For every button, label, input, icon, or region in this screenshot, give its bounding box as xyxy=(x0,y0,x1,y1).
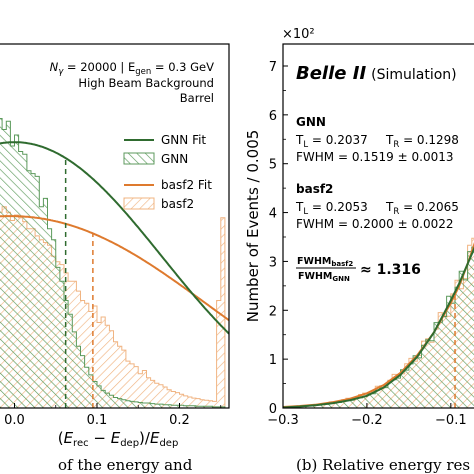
legend-gnn-swatch xyxy=(123,152,155,165)
legend-basf2-fit-label: basf2 Fit xyxy=(161,178,212,192)
right-panel: −0.3 −0.2 −0.1 0 1 2 3 4 5 6 7 ×10² Number of Even… xyxy=(244,27,474,428)
ratio-value: ≈ 1.316 xyxy=(360,262,421,278)
basf2-stats-title: basf2 xyxy=(296,182,333,196)
right-plot-area xyxy=(283,237,474,408)
gnn-fit-curve xyxy=(0,141,229,335)
right-y-tick-label: 0 xyxy=(269,402,277,417)
left-x-ticks: 0.0 0.1 0.2 xyxy=(4,403,222,428)
right-y-tick-label: 5 xyxy=(269,158,277,173)
right-x-tick-label: −0.1 xyxy=(435,413,467,428)
right-x-tick-label: −0.2 xyxy=(351,413,383,428)
right-y-tick-label: 7 xyxy=(269,60,277,75)
gnn-stats-tl: TL = 0.2037 xyxy=(295,133,368,150)
right-multiplier: ×10² xyxy=(282,27,315,42)
caption-right: (b) Relative energy res xyxy=(296,456,470,474)
ratio-numerator: FWHMbasf2 xyxy=(297,256,353,268)
right-axis-ticks: −0.3 −0.2 −0.1 0 1 2 3 4 5 6 7 xyxy=(267,60,466,428)
left-legend: GNN Fit GNN basf2 Fit basf2 xyxy=(123,133,212,211)
legend-gnn-label: GNN xyxy=(161,152,188,166)
basf2-stats-tl: TL = 0.2053 xyxy=(295,200,368,217)
left-axes-frame xyxy=(0,43,230,409)
left-x-tick-label: 0.1 xyxy=(87,413,108,428)
basf2-stats-fwhm: FWHM = 0.2000 ± 0.0022 xyxy=(296,217,454,231)
basf2-stats-tr: TR = 0.2065 xyxy=(385,200,459,217)
basf2-stats-block: basf2 TL = 0.2053 TR = 0.2065 FWHM = 0.2… xyxy=(295,182,459,231)
right-y-tick-label: 6 xyxy=(269,109,277,124)
right-x-tick-label: −0.3 xyxy=(267,413,299,428)
caption-left: of the energy and xyxy=(58,456,193,474)
legend-basf2-label: basf2 xyxy=(161,197,194,211)
legend-gnn-fit-label: GNN Fit xyxy=(161,133,206,147)
belle-title: Belle II (Simulation) xyxy=(296,63,457,84)
gnn-stats-fwhm: FWHM = 0.1519 ± 0.0013 xyxy=(296,150,454,164)
right-gnn-fit-curve xyxy=(283,246,474,408)
right-y-tick-label: 3 xyxy=(269,255,277,270)
right-axes-frame xyxy=(282,43,474,409)
right-y-tick-label: 4 xyxy=(269,207,277,222)
gnn-stats-tr: TR = 0.1298 xyxy=(385,133,459,150)
gnn-stats-block: GNN TL = 0.2037 TR = 0.1298 FWHM = 0.151… xyxy=(295,115,459,164)
right-y-axis-label: Number of Events / 0.005 xyxy=(244,130,262,323)
left-annotation-line1: Nγ = 20000 | Egen = 0.3 GeV xyxy=(50,60,215,77)
left-x-axis-label: (Erec − Edep)/Edep xyxy=(58,429,179,449)
gnn-histogram xyxy=(0,118,226,408)
left-x-tick-label: 0.0 xyxy=(4,413,25,428)
legend-basf2-swatch xyxy=(123,197,155,210)
left-panel: 0.0 0.1 0.2 Nγ = 20000 | Egen = 0.3 GeV Hi… xyxy=(0,43,230,449)
left-annotation-line2: High Beam Background xyxy=(78,76,214,90)
fwhm-ratio: FWHMbasf2 FWHMGNN ≈ 1.316 xyxy=(296,256,421,283)
gnn-stats-title: GNN xyxy=(296,115,326,129)
right-y-tick-label: 2 xyxy=(269,304,277,319)
right-y-tick-label: 1 xyxy=(269,353,277,368)
left-annotation-line3: Barrel xyxy=(180,91,214,105)
left-plot-area xyxy=(0,118,229,408)
left-x-tick-label: 0.2 xyxy=(169,413,190,428)
ratio-denominator: FWHMGNN xyxy=(298,271,350,283)
